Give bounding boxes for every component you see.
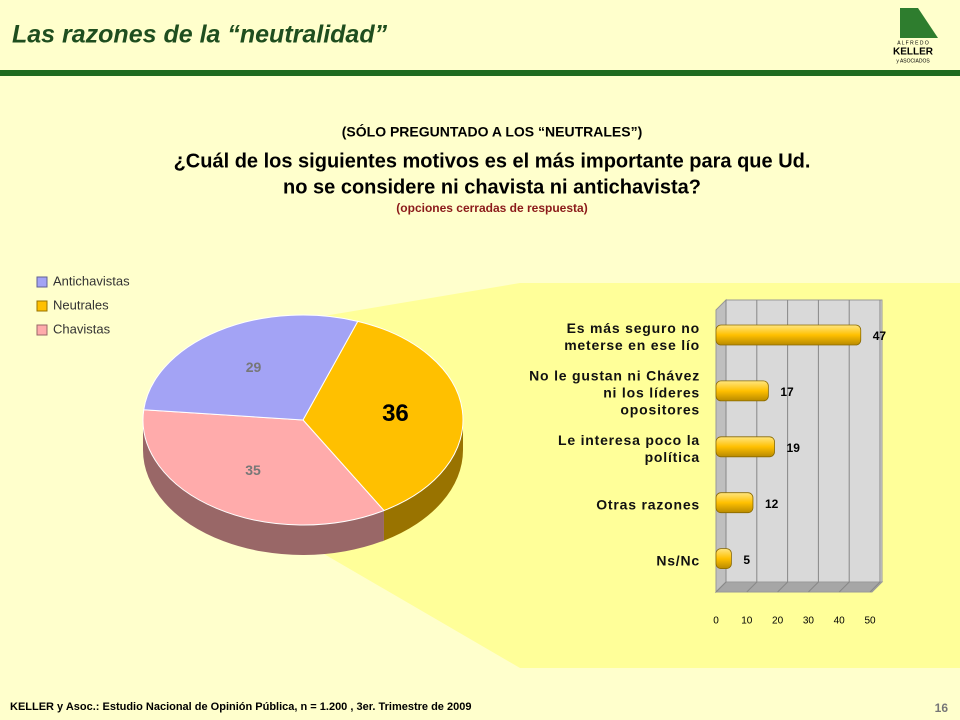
legend-label: Chavistas (53, 321, 111, 336)
logo-text: y ASOCIADOS (896, 58, 930, 64)
bar (715, 548, 732, 569)
x-tick-label: 30 (803, 616, 815, 627)
category-label: No le gustan ni Chávez ni los líderes op… (529, 367, 700, 418)
pie-slice-side (383, 420, 463, 541)
question-subnote: (opciones cerradas de respuesta) (396, 201, 587, 215)
legend-label: Neutrales (53, 297, 109, 312)
logo-mark (900, 8, 938, 38)
category-label: Otras razones (596, 496, 700, 513)
legend-swatch (36, 324, 48, 336)
bar (715, 380, 769, 402)
bar-value-label: 12 (765, 497, 779, 511)
bar-value-label: 19 (787, 441, 801, 455)
pie-slice (302, 320, 464, 512)
category-label: Ns/Nc (656, 552, 700, 569)
x-tick-label: 0 (713, 616, 719, 627)
plot-wall (725, 299, 883, 583)
grid-line (808, 300, 819, 593)
page-number: 16 (935, 701, 949, 715)
pie-slice (143, 314, 359, 421)
pie-value-label: 35 (245, 462, 261, 478)
x-tick-label: 50 (864, 616, 876, 627)
question-note: (SÓLO PREGUNTADO A LOS “NEUTRALES”) (342, 123, 642, 140)
x-tick-label: 40 (834, 616, 846, 627)
title-rule (0, 70, 960, 76)
bar (715, 324, 862, 346)
x-tick-label: 10 (741, 616, 753, 627)
x-tick-label: 20 (772, 616, 784, 627)
logo-text: A L F R E D O (897, 40, 929, 46)
pie-slice-side (143, 420, 384, 556)
source-note: KELLER y Asoc.: Estudio Nacional de Opin… (10, 701, 471, 713)
category-label: Es más seguro no meterse en ese lío (564, 320, 700, 353)
bar (715, 492, 754, 514)
pie-value-label: 29 (246, 359, 262, 375)
legend-label: Antichavistas (53, 273, 130, 288)
bar-value-label: 5 (743, 553, 750, 567)
plot-floor (714, 581, 884, 593)
legend-swatch (36, 276, 48, 288)
legend-swatch (36, 300, 48, 312)
grid-line (838, 300, 850, 593)
logo-text: KELLER (893, 47, 934, 58)
question-line: no se considere ni chavista ni antichavi… (283, 176, 701, 198)
bar (715, 436, 775, 458)
pie-value-label: 36 (382, 400, 409, 427)
grid-line (869, 300, 881, 593)
category-label: Le interesa poco la política (557, 431, 700, 465)
pie-slice (142, 409, 385, 526)
bar-value-label: 47 (873, 329, 887, 343)
grid-line (777, 300, 789, 593)
slide-title: Las razones de la “neutralidad” (12, 21, 388, 49)
bar-value-label: 17 (780, 385, 794, 399)
question-line: ¿Cuál de los siguientes motivos es el má… (174, 150, 811, 172)
